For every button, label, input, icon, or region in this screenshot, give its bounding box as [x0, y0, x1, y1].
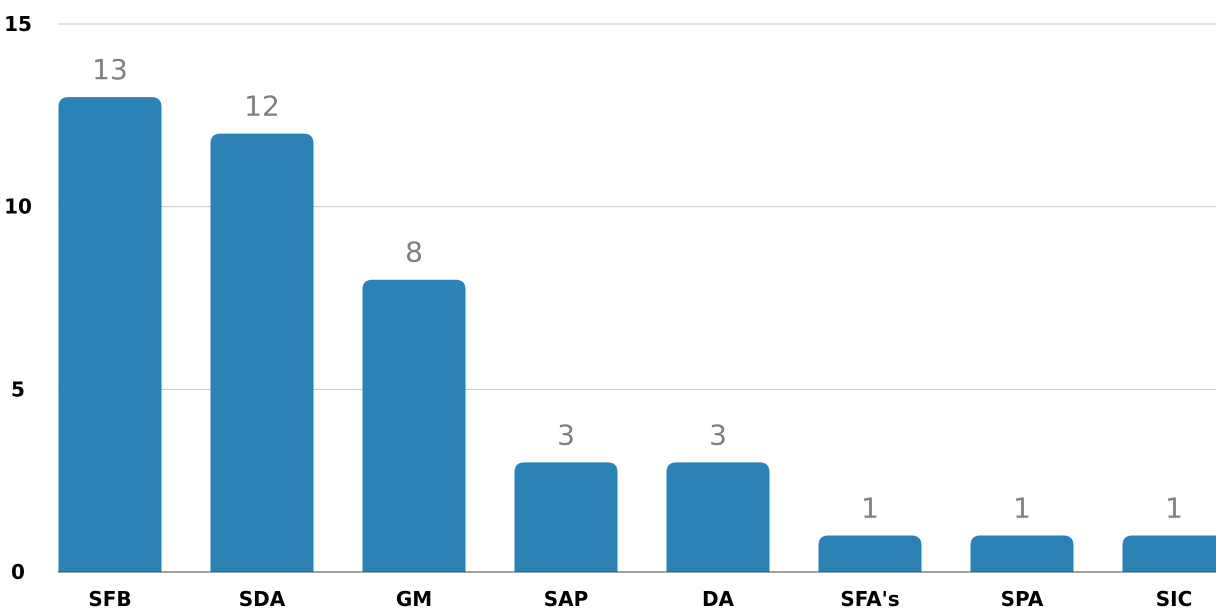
data-label: 3 — [557, 418, 575, 451]
bar-sap — [515, 462, 618, 572]
x-category-label: SDA — [239, 587, 286, 611]
x-category-label: SPA — [1001, 587, 1044, 611]
bar-sfas — [819, 535, 922, 572]
y-tick-label: 0 — [11, 560, 25, 584]
bar-spa — [971, 535, 1074, 572]
bar-gm — [363, 280, 466, 572]
data-label: 12 — [244, 90, 280, 123]
data-label: 3 — [709, 418, 727, 451]
x-axis-category-labels: SFB SDA GM SAP DA SFA's SPA SIC — [88, 587, 1192, 611]
y-tick-label: 10 — [4, 195, 32, 219]
y-axis-tick-labels: 0 5 10 15 — [4, 12, 32, 584]
bar-sfb — [59, 97, 162, 572]
x-category-label: SFB — [88, 587, 131, 611]
x-category-label: DA — [702, 587, 735, 611]
bar-sda — [211, 134, 314, 572]
bar-sic — [1123, 535, 1216, 572]
y-tick-label: 15 — [4, 12, 32, 36]
bar-da — [667, 462, 770, 572]
x-category-label: GM — [396, 587, 432, 611]
x-category-label: SFA's — [840, 587, 899, 611]
y-tick-label: 5 — [11, 377, 25, 401]
x-category-label: SIC — [1156, 587, 1193, 611]
data-label: 1 — [1165, 491, 1183, 524]
x-category-label: SAP — [544, 587, 589, 611]
bars — [59, 97, 1216, 572]
data-label: 1 — [861, 491, 879, 524]
data-label: 8 — [405, 236, 423, 269]
data-label: 13 — [92, 53, 128, 86]
data-label: 1 — [1013, 491, 1031, 524]
